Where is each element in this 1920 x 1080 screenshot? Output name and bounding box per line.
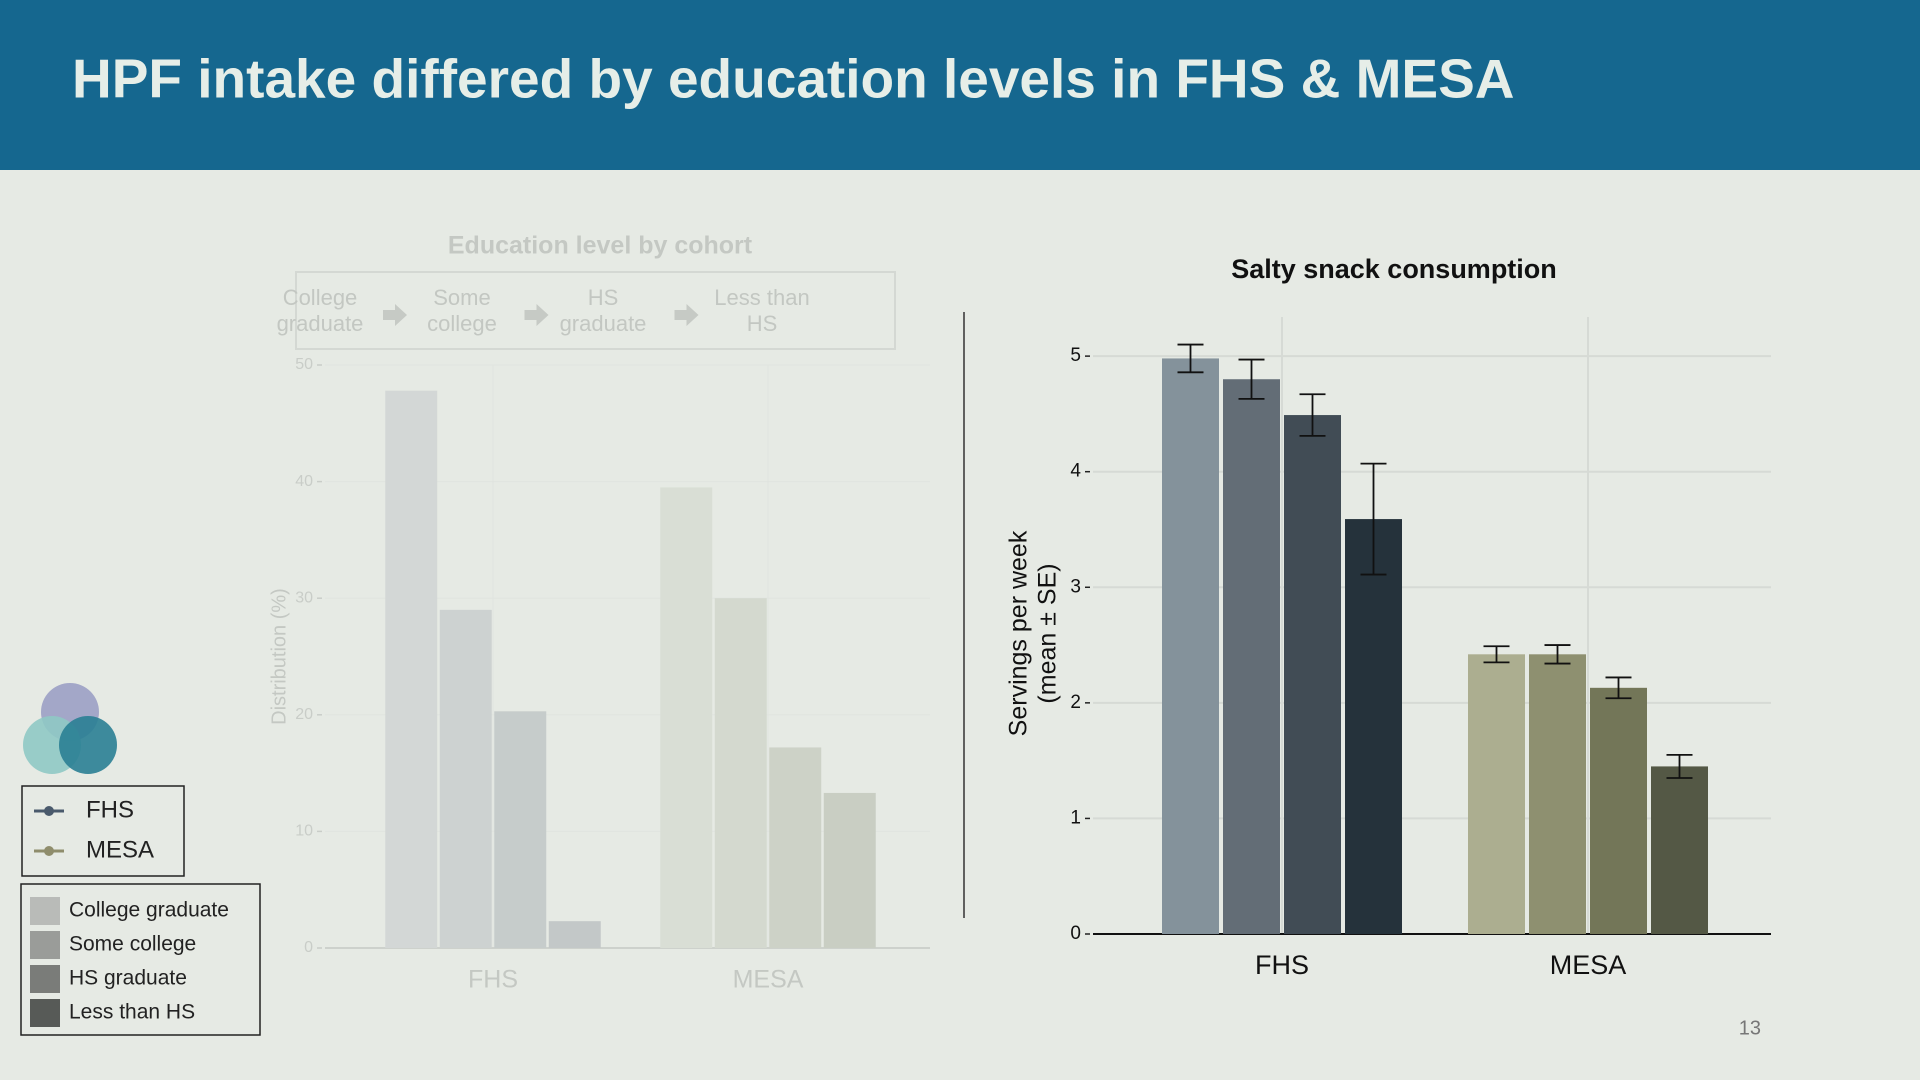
flow-label: College graduate [276, 285, 364, 336]
slide-title: HPF intake differed by education levels … [72, 48, 1515, 110]
flow-arrow [674, 304, 699, 326]
bar [1590, 687, 1647, 934]
bar [1284, 415, 1341, 935]
flow-arrow [383, 304, 407, 326]
chart-title: Salty snack consumption [1231, 254, 1557, 284]
legend-swatch [30, 931, 60, 959]
legend-swatch [30, 999, 60, 1027]
flow-label: Less than HS [714, 285, 810, 336]
flow-box [295, 271, 896, 350]
bar [823, 792, 876, 948]
y-axis-label: Distribution (%) [268, 588, 290, 725]
logo [23, 683, 117, 774]
legend-label: MESA [86, 836, 154, 863]
bar [494, 711, 547, 948]
x-tick-label: MESA [733, 966, 804, 994]
y-axis-label: (mean ± SE) [1033, 563, 1061, 703]
bar [660, 487, 713, 948]
y-tick-label: 4 [1070, 461, 1081, 482]
error-bar [1360, 462, 1387, 576]
error-bar [1605, 676, 1632, 700]
flow-arrow [524, 304, 549, 326]
bar [1529, 654, 1586, 934]
bar [439, 609, 492, 948]
flow-label: Some college [427, 285, 497, 336]
bar [385, 390, 438, 949]
bar [1223, 379, 1280, 934]
flow-label: HS graduate [559, 285, 647, 336]
y-tick-label: 0 [1070, 923, 1081, 944]
bar [548, 921, 601, 948]
y-tick-label: 40 [295, 473, 313, 490]
bar [1345, 519, 1402, 934]
y-tick-label: 5 [1070, 345, 1081, 366]
education-legend-box [20, 883, 261, 1036]
y-tick-label: 50 [295, 356, 313, 373]
chart-title: Education level by cohort [448, 232, 753, 260]
error-bar [1483, 645, 1510, 664]
legend-label: College graduate [69, 899, 229, 922]
bar [769, 747, 822, 948]
error-bar [1238, 358, 1265, 400]
bar [1468, 654, 1525, 934]
y-axis-label: Servings per week [1005, 530, 1033, 736]
error-bar [1666, 753, 1693, 779]
legend-marker [44, 806, 54, 816]
legend-label: HS graduate [69, 967, 187, 990]
bar [1162, 358, 1219, 935]
legend-marker [44, 846, 54, 856]
header-band [0, 0, 1920, 170]
y-tick-label: 1 [1070, 807, 1081, 828]
error-bar [1544, 644, 1571, 665]
y-tick-label: 20 [295, 706, 313, 723]
x-tick-label: FHS [1255, 950, 1309, 980]
y-tick-label: 3 [1070, 576, 1081, 597]
bar [1651, 766, 1708, 934]
x-tick-label: MESA [1550, 950, 1627, 980]
y-tick-label: 2 [1070, 692, 1081, 713]
y-tick-label: 0 [304, 939, 313, 956]
legend-swatch [30, 965, 60, 993]
bar [714, 598, 767, 948]
legend-swatch [30, 897, 60, 925]
error-bar [1177, 343, 1204, 374]
legend-label: Some college [69, 933, 196, 956]
y-tick-label: 30 [295, 589, 313, 606]
y-tick-label: 10 [295, 823, 313, 840]
error-bar [1299, 393, 1326, 437]
x-tick-label: FHS [468, 966, 518, 994]
legend-label: Less than HS [69, 1001, 195, 1024]
page-number: 13 [1739, 1017, 1761, 1039]
legend-label: FHS [86, 796, 134, 823]
cohort-legend-box [21, 785, 185, 877]
